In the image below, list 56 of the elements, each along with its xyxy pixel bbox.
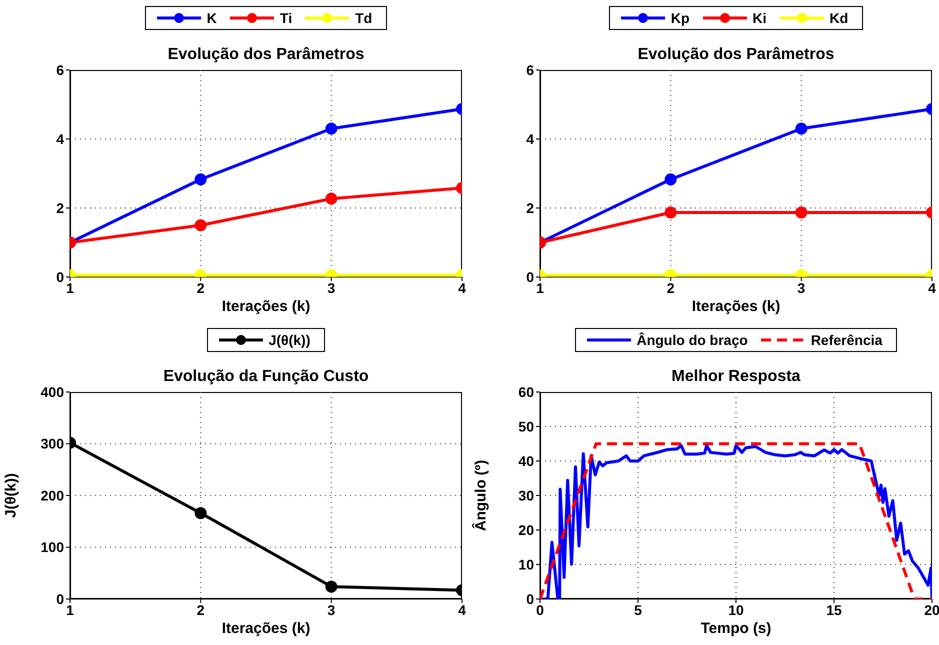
y-tick-label: 4	[526, 130, 534, 147]
x-tick-label: 4	[458, 280, 466, 296]
legend-label: Ângulo do braço	[636, 332, 748, 348]
x-tick-label: 3	[797, 280, 806, 296]
legend-label: J(θ(k))	[268, 332, 310, 348]
x-axis-title: Tempo (s)	[700, 619, 772, 639]
y-tick-label: 400	[40, 384, 64, 400]
y-tick-label: 30	[518, 487, 534, 504]
legend-label: Kd	[830, 10, 848, 26]
y-tick-label: 50	[518, 418, 534, 434]
x-tick-label: 2	[666, 280, 675, 296]
y-axis-title: J(θ(k))	[2, 473, 20, 518]
x-axis-title: Iterações (k)	[220, 619, 312, 639]
legend-label: Td	[355, 10, 372, 26]
x-tick-label: 15	[826, 602, 842, 618]
y-tick-label: 40	[518, 452, 534, 469]
x-tick-label: 2	[196, 280, 205, 296]
legend-label: Kp	[670, 10, 690, 26]
x-tick-label: 5	[634, 602, 642, 618]
legend-label: Ki	[752, 10, 766, 26]
chart-title: Evolução dos Parâmetros	[168, 46, 364, 63]
y-tick-label: 6	[526, 62, 534, 78]
legend-label: Ti	[280, 10, 292, 26]
x-tick-label: 3	[327, 280, 336, 296]
x-axis-title: Iterações (k)	[690, 297, 782, 317]
x-tick-label: 4	[458, 602, 466, 618]
y-tick-label: 300	[40, 436, 64, 452]
y-tick-label: 4	[56, 130, 64, 147]
legend-label: K	[206, 10, 217, 26]
y-axis-title: Ângulo (º)	[471, 460, 490, 532]
y-tick-label: 0	[526, 268, 534, 285]
x-tick-label: 1	[66, 280, 74, 296]
x-tick-label: 2	[196, 602, 205, 618]
y-tick-label: 0	[56, 268, 64, 285]
x-tick-label: 1	[536, 280, 544, 296]
x-tick-label: 10	[728, 602, 744, 618]
y-tick-label: 6	[56, 62, 64, 78]
x-tick-label: 1	[66, 602, 74, 618]
y-tick-label: 2	[56, 200, 64, 216]
y-tick-label: 20	[518, 522, 534, 538]
y-tick-label: 0	[56, 590, 64, 607]
y-tick-label: 100	[40, 539, 64, 556]
y-tick-label: 10	[518, 556, 534, 572]
y-tick-label: 200	[40, 487, 64, 504]
x-tick-label: 4	[928, 280, 936, 296]
x-tick-label: 0	[536, 602, 544, 618]
chart-title: Melhor Resposta	[672, 368, 800, 385]
x-axis-title: Iterações (k)	[220, 297, 312, 317]
y-tick-label: 2	[526, 200, 534, 216]
chart-title: Evolução da Função Custo	[163, 368, 369, 385]
chart-title: Evolução dos Parâmetros	[638, 46, 834, 63]
y-tick-label: 60	[518, 384, 534, 400]
y-tick-label: 0	[526, 590, 534, 607]
legend-label: Referência	[810, 332, 882, 348]
x-tick-label: 3	[327, 602, 336, 618]
x-tick-label: 20	[924, 602, 939, 618]
